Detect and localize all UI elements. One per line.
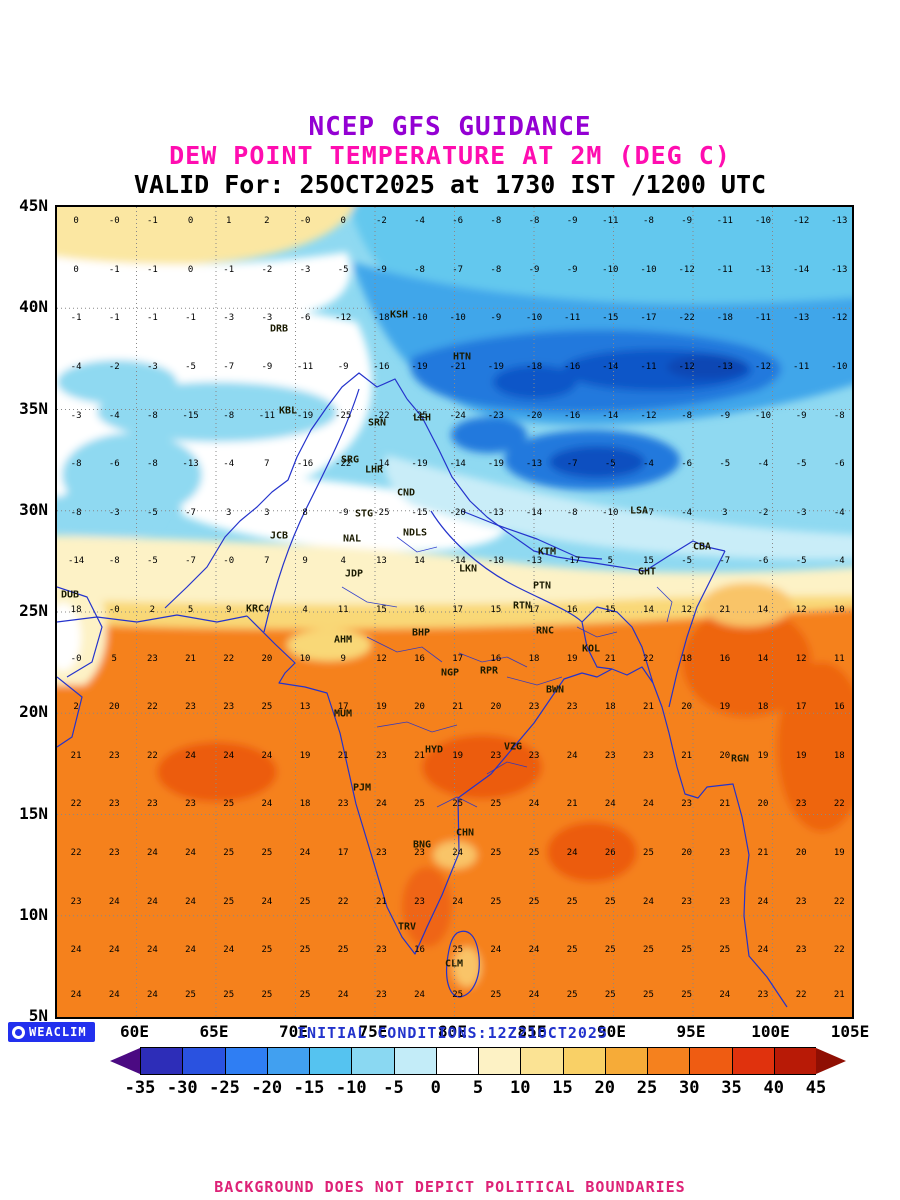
colorbar-segment [689, 1047, 732, 1075]
lon-axis-label: 70E [279, 1022, 308, 1041]
colorbar-arrow-left [110, 1048, 140, 1074]
country-boundaries [57, 372, 788, 1008]
colorbar-arrow-right [816, 1048, 846, 1074]
field-color-bands [57, 207, 852, 1017]
colorbar-segment [309, 1047, 352, 1075]
colorbar-label: 35 [721, 1078, 742, 1098]
colorbar-label: 30 [679, 1078, 700, 1098]
initial-conditions-text: INITIAL CONDITIONS:12Z21OCT2025 [297, 1024, 608, 1042]
lon-axis-label: 100E [751, 1022, 790, 1041]
state-boundaries [341, 536, 673, 808]
grid-lines [57, 207, 852, 1017]
lat-axis-label: 40N [19, 297, 48, 317]
colorbar-segment [266, 1047, 309, 1075]
lat-axis-label: 15N [19, 803, 48, 823]
lon-axis-label: 80E [438, 1022, 467, 1041]
lat-axis-label: 20N [19, 702, 48, 722]
colorbar-label: 40 [763, 1078, 784, 1098]
lon-axis-label: 85E [517, 1022, 547, 1041]
lon-axis-label: 60E [120, 1022, 149, 1041]
lat-axis-label: 30N [19, 499, 48, 519]
background-disclaimer: BACKGROUND DOES NOT DEPICT POLITICAL BOU… [214, 1178, 686, 1196]
colorbar-label: 25 [636, 1078, 658, 1098]
colorbar-segment [604, 1047, 647, 1075]
colorbar-label: -30 [166, 1078, 198, 1098]
colorbar-label: 15 [552, 1078, 573, 1098]
colorbar-label: 45 [805, 1078, 827, 1098]
lat-axis-label: 25N [19, 601, 48, 620]
weaclim-logo-text: WEACLIM [29, 1025, 87, 1039]
map-plot: 0 -0 -1 0 1 2 -0 0 -2 -4 -6 -8 -8 -9 -11 -8 -9 -11 -10 -12-… [55, 205, 854, 1019]
colorbar-segment [562, 1047, 605, 1075]
chart-title: NCEP GFS GUIDANCE [308, 112, 592, 142]
colorbar-segment [224, 1047, 267, 1075]
colorbar-label: -10 [335, 1078, 367, 1098]
colorbar-label: 5 [472, 1078, 484, 1098]
colorbar-label: 20 [594, 1078, 615, 1098]
colorbar-label: 0 [430, 1078, 441, 1098]
colorbar-segment [773, 1047, 816, 1075]
colorbar-segment [393, 1047, 436, 1075]
chart-valid-time: VALID For: 25OCT2025 at 1730 IST /1200 U… [133, 170, 767, 199]
lat-axis-label: 45N [19, 196, 48, 215]
lon-axis-label: 75E [358, 1022, 388, 1041]
colorbar-segment [478, 1047, 521, 1075]
colorbar-label: -15 [293, 1078, 325, 1098]
colorbar-label: -20 [251, 1078, 283, 1098]
colorbar-segment [520, 1047, 563, 1075]
colorbar-segment [182, 1047, 225, 1075]
colorbar-label: 10 [510, 1078, 531, 1098]
lon-axis-label: 105E [830, 1022, 870, 1041]
colorbar-label: -25 [209, 1078, 240, 1098]
colorbar-segment [351, 1047, 394, 1075]
weaclim-logo-icon [12, 1025, 25, 1039]
weaclim-logo: WEACLIM [8, 1022, 95, 1042]
lon-axis-label: 90E [597, 1022, 626, 1041]
lat-axis-label: 35N [19, 398, 48, 418]
colorbar [110, 1047, 846, 1075]
colorbar-label: -5 [383, 1078, 404, 1098]
colorbar-label: -35 [124, 1078, 156, 1098]
lon-axis-label: 95E [676, 1022, 706, 1041]
colorbar-segment [140, 1047, 183, 1075]
lon-axis-label: 65E [199, 1022, 229, 1041]
colorbar-segment [731, 1047, 774, 1075]
colorbar-segment [647, 1047, 690, 1075]
dewpoint-field-map [57, 207, 852, 1017]
colorbar-segment [435, 1047, 478, 1075]
chart-subtitle: DEW POINT TEMPERATURE AT 2M (DEG C) [169, 141, 731, 170]
lat-axis-label: 5N [28, 1006, 48, 1025]
lat-axis-label: 10N [19, 904, 48, 924]
